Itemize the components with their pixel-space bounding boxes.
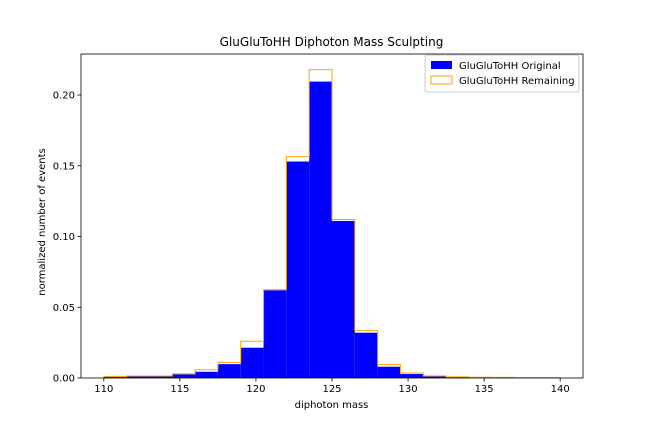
- y-tick-label-4: 0.20: [53, 91, 75, 102]
- step-line-remaining: [103, 69, 561, 379]
- legend-swatch-original: [431, 61, 452, 69]
- x-tick-label-125: 125: [322, 384, 341, 395]
- x-tick-label-130: 130: [399, 384, 418, 395]
- bar-original-1: [126, 375, 150, 378]
- bar-original-5: [217, 364, 241, 378]
- y-tick-label-1: 0.05: [53, 303, 75, 314]
- bar-original-2: [149, 375, 173, 378]
- bar-original-14: [423, 376, 447, 378]
- x-tick-label-115: 115: [170, 384, 189, 395]
- x-axis-label: diphoton mass: [295, 400, 369, 411]
- legend-swatch-remaining: [430, 75, 453, 85]
- bar-original-13: [400, 374, 424, 378]
- x-tick-label-120: 120: [246, 384, 265, 395]
- bar-original-0: [103, 376, 127, 378]
- bar-original-8: [286, 161, 310, 378]
- y-tick-label-3: 0.15: [53, 161, 75, 172]
- bar-original-12: [377, 366, 401, 378]
- axes: 110 115 120 125 130 135 140 0.00 0.05 0.10 0.15 0.2…: [53, 53, 584, 395]
- bar-original-7: [263, 290, 287, 378]
- plot-area: [103, 69, 561, 379]
- y-tick-label-0: 0.00: [53, 374, 75, 385]
- legend-label-original: GluGluToHH Original: [459, 61, 561, 72]
- x-tick-label-135: 135: [475, 384, 494, 395]
- x-tick-label-140: 140: [551, 384, 570, 395]
- bar-original-3: [172, 374, 196, 378]
- bar-original-6: [240, 347, 264, 378]
- legend-label-remaining: GluGluToHH Remaining: [459, 76, 575, 87]
- y-axis-label: normalized number of events: [37, 148, 48, 295]
- x-tick-label-110: 110: [94, 384, 113, 395]
- bar-original-9: [309, 81, 332, 378]
- legend: GluGluToHH Original GluGluToHH Remaining: [424, 54, 580, 93]
- y-tick-label-2: 0.10: [53, 232, 75, 243]
- bar-original-4: [195, 371, 218, 378]
- bar-original-11: [354, 332, 378, 378]
- bar-original-10: [332, 220, 355, 378]
- legend-frame: [424, 54, 580, 93]
- chart-title: GluGluToHH Diphoton Mass Sculpting: [220, 35, 444, 49]
- bar-original-15: [446, 377, 469, 378]
